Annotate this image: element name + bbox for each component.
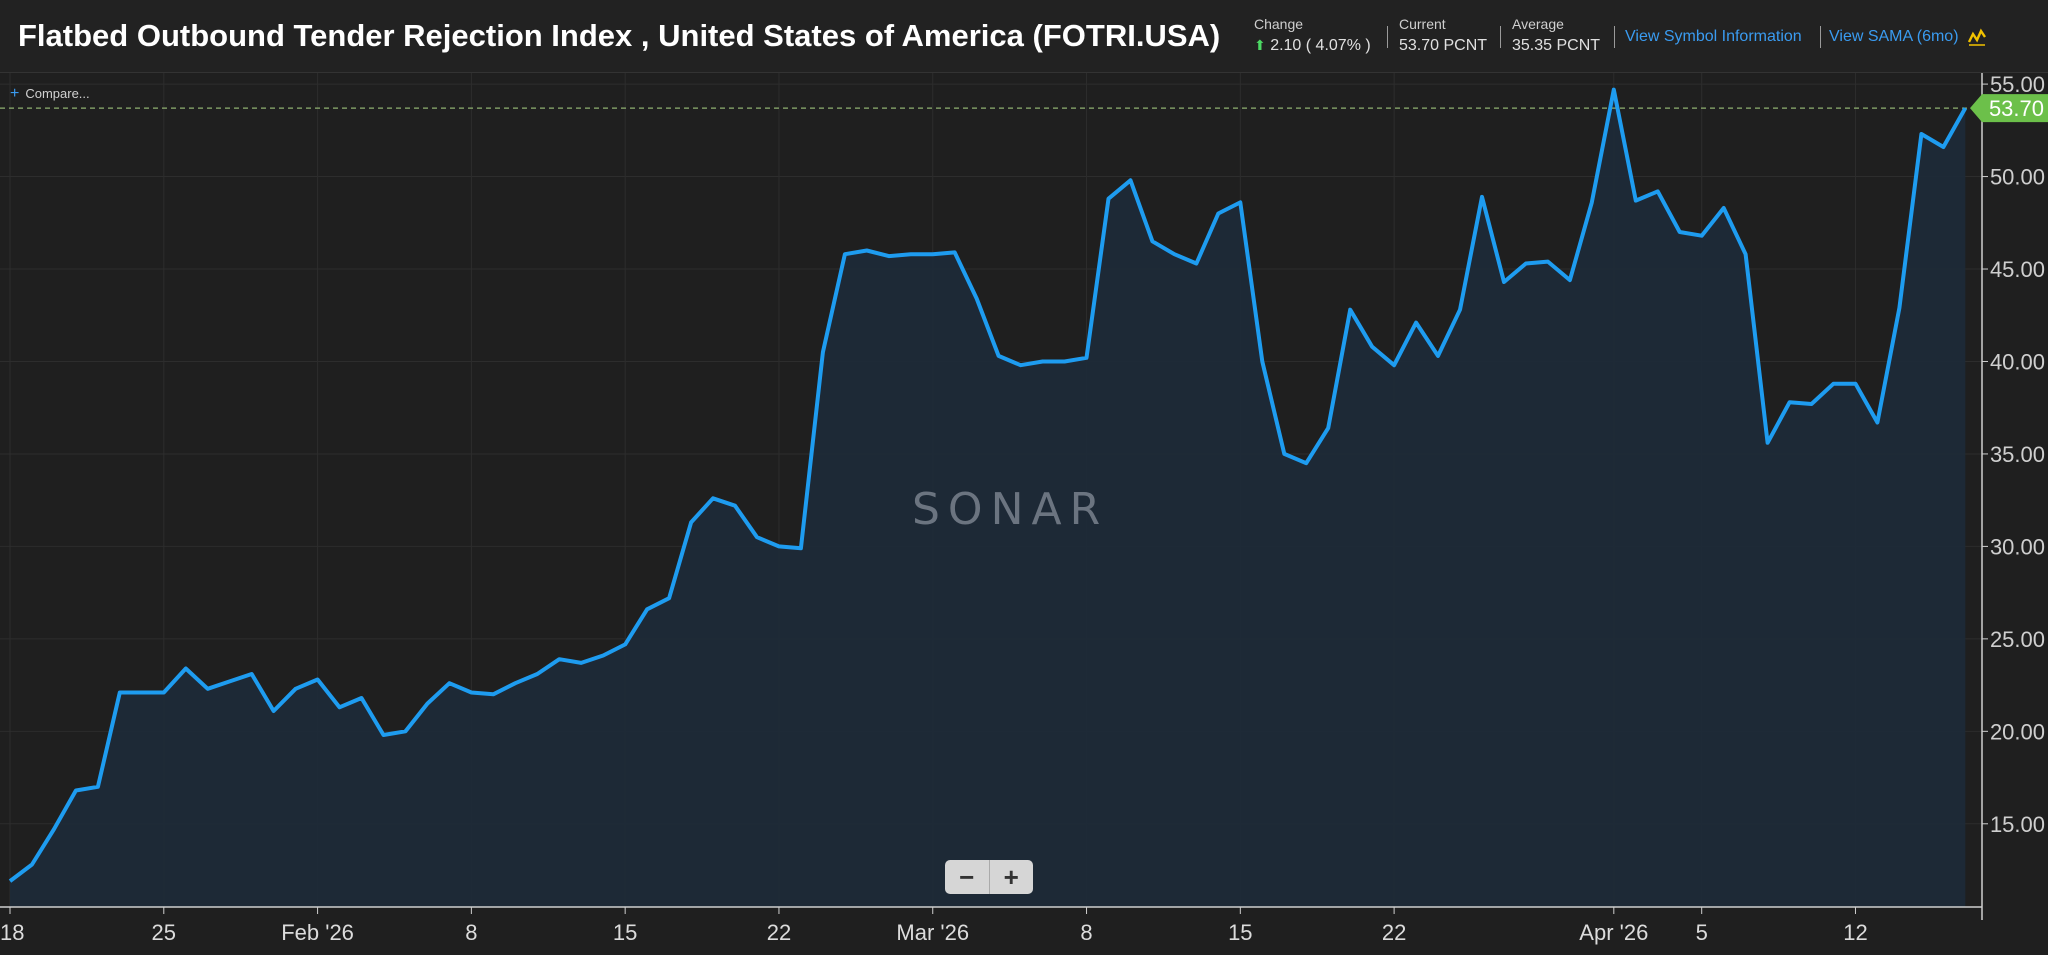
sonar-watermark: SONAR [912,484,1109,535]
x-tick-label: 15 [1228,920,1252,945]
y-tick-label: 15.00 [1990,812,2045,837]
y-axis-panel [1982,73,2048,955]
change-stat: Change ⬆ 2.10 ( 4.07% ) [1254,16,1371,55]
last-value-badge [1970,94,2048,123]
series-area [10,89,1966,908]
y-tick-label: 55.00 [1990,72,2045,97]
x-tick-label: Apr '26 [1579,920,1648,945]
x-tick-label: Mar '26 [896,920,969,945]
compare-button[interactable]: + Compare... [10,85,90,103]
zoom-controls: − + [945,860,1033,894]
x-tick-label: 5 [1696,920,1708,945]
x-tick-label: 8 [1080,920,1092,945]
y-tick-label: 40.00 [1990,349,2045,374]
view-sama-link[interactable]: View SAMA (6mo) [1829,28,1987,46]
x-tick-label: 22 [1382,920,1406,945]
average-value: 35.35 PCNT [1512,37,1601,54]
x-tick-label: 18 [0,920,24,945]
plus-icon: + [10,85,20,102]
y-tick-label: 30.00 [1990,534,2045,559]
x-tick-label: 22 [767,920,791,945]
zoom-out-button[interactable]: − [959,861,975,892]
y-tick-label: 35.00 [1990,442,2045,467]
current-stat: Current 53.70 PCNT [1399,16,1487,55]
series-line [8,87,1968,883]
change-value: 2.10 ( 4.07% ) [1270,37,1371,54]
compare-label: Compare... [25,86,90,101]
x-tick-label: 25 [152,920,176,945]
chart-title: Flatbed Outbound Tender Rejection Index … [18,18,1221,53]
average-label: Average [1512,16,1564,32]
divider [1387,26,1388,48]
y-tick-label: 45.00 [1990,257,2045,282]
average-stat: Average 35.35 PCNT [1512,16,1600,55]
chart-header: Flatbed Outbound Tender Rejection Index … [0,0,2048,73]
current-label: Current [1399,16,1446,32]
x-tick-label: 12 [1843,920,1867,945]
change-label: Change [1254,16,1304,32]
x-tick-label: 8 [465,920,477,945]
view-sama-label: View SAMA (6mo) [1829,28,1959,46]
zoom-in-button[interactable]: + [988,860,1034,894]
y-tick-label: 25.00 [1990,627,2045,652]
chart-wave-icon [1967,28,1986,46]
divider [1820,26,1821,48]
view-symbol-information-link[interactable]: View Symbol Information [1625,28,1802,45]
y-tick-label: 50.00 [1990,165,2045,190]
divider [1500,26,1501,48]
x-tick-label: 15 [613,920,637,945]
divider [1614,26,1615,48]
x-tick-label: Feb '26 [281,920,354,945]
current-value: 53.70 PCNT [1399,37,1488,54]
last-value-label: 53.70 [1989,96,2044,121]
arrow-up-icon: ⬆ [1254,37,1266,53]
y-tick-label: 20.00 [1990,719,2045,744]
